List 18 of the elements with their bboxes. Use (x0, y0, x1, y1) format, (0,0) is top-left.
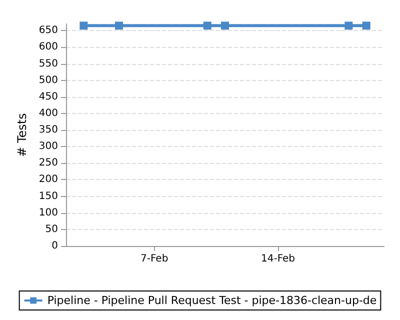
y-tick-label: 300 (38, 141, 58, 152)
y-tick-label: 600 (38, 42, 58, 53)
y-tick-label: 400 (38, 108, 58, 119)
x-tick-label: 14-Feb (260, 254, 296, 264)
y-axis-title: # Tests (15, 113, 29, 157)
y-tick-label: 100 (38, 207, 58, 218)
y-tick-label: 500 (38, 74, 58, 86)
y-tick-label: 450 (38, 91, 58, 102)
y-tick-label: 50 (45, 224, 58, 235)
legend-label: Pipeline - Pipeline Pull Request Test - pipe-1836-clean-up-de (47, 294, 377, 307)
y-tick-label: 250 (38, 158, 58, 169)
y-tick-label: 550 (38, 58, 58, 70)
y-tick-label: 200 (38, 174, 58, 186)
y-tick-label: 0 (52, 240, 58, 252)
y-tick-label: 350 (38, 124, 58, 136)
y-tick-label: 150 (38, 190, 58, 202)
y-tick-label: 650 (38, 25, 58, 36)
x-tick-label: 7-Feb (140, 254, 168, 264)
